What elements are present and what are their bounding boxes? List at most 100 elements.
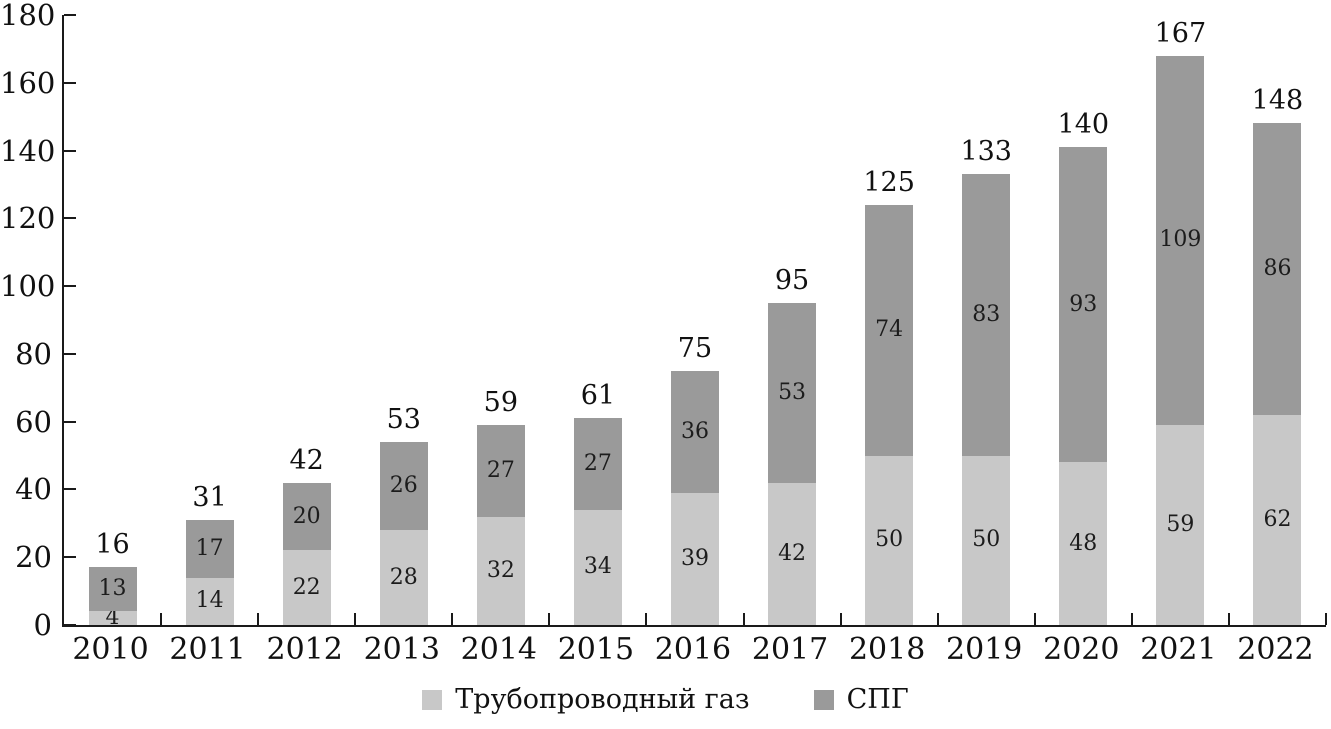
x-category-label: 2010 — [72, 632, 149, 667]
bar-segment-lng: 36 — [671, 370, 719, 493]
y-tick-label: 40 — [15, 472, 52, 507]
bar-total-label: 53 — [386, 404, 421, 435]
y-tick-mark — [64, 352, 76, 355]
bar-total-label: 148 — [1251, 85, 1304, 117]
segment-value-label: 83 — [972, 301, 1001, 327]
bar-segment-lng: 53 — [768, 303, 817, 483]
segment-value-label: 17 — [195, 535, 224, 561]
bar-total-label: 59 — [483, 387, 518, 419]
bar-segment-pipeline-gas: 48 — [1059, 462, 1108, 625]
bar-segment-lng: 13 — [88, 567, 137, 612]
y-tick-label: 20 — [15, 540, 52, 575]
y-tick-mark — [64, 149, 76, 152]
x-tick-mark — [1325, 613, 1327, 625]
bar-total-label: 95 — [774, 265, 810, 297]
legend-item-lng: СПГ — [813, 684, 909, 715]
legend-item-pipeline-gas: Трубопроводный газ — [422, 684, 750, 715]
segment-value-label: 53 — [778, 379, 807, 405]
x-category-label: 2022 — [1237, 632, 1314, 667]
segment-value-label: 4 — [105, 605, 120, 631]
bar-segment-pipeline-gas: 34 — [573, 509, 622, 625]
segment-value-label: 42 — [778, 540, 807, 566]
x-tick-mark — [936, 613, 939, 625]
segment-value-label: 14 — [195, 588, 224, 614]
bar-total-label: 61 — [580, 380, 616, 412]
x-category-label: 2015 — [557, 632, 635, 667]
bar-segment-pipeline-gas: 28 — [379, 530, 428, 625]
bar-segment-pipeline-gas: 32 — [476, 516, 525, 625]
segment-value-label: 20 — [292, 503, 321, 529]
segment-value-label: 27 — [486, 457, 515, 483]
y-tick-label: 160 — [0, 65, 56, 100]
bar-total-label: 31 — [192, 481, 227, 513]
bar-segment-lng: 27 — [573, 418, 622, 510]
legend-swatch-pipeline-gas — [422, 689, 443, 710]
x-category-label: 2016 — [654, 632, 732, 667]
bar-total-label: 125 — [863, 166, 915, 198]
segment-value-label: 27 — [583, 451, 612, 477]
x-tick-mark — [1130, 613, 1133, 625]
segment-value-label: 28 — [389, 564, 418, 590]
bar-segment-pipeline-gas: 4 — [88, 607, 137, 629]
segment-value-label: 26 — [389, 473, 418, 499]
x-tick-mark — [160, 613, 163, 625]
bar-segment-pipeline-gas: 59 — [1156, 425, 1205, 625]
x-tick-mark — [354, 613, 357, 625]
bar-segment-lng: 20 — [282, 482, 331, 551]
bar-segment-pipeline-gas: 39 — [671, 492, 719, 625]
bar-segment-lng: 93 — [1059, 147, 1108, 463]
y-tick-mark — [64, 420, 76, 423]
bar-segment-pipeline-gas: 22 — [282, 550, 331, 625]
y-tick-mark — [64, 81, 76, 84]
y-tick-mark — [64, 488, 76, 491]
y-tick-label: 0 — [33, 608, 52, 642]
segment-value-label: 13 — [98, 576, 127, 602]
x-tick-mark — [257, 613, 260, 625]
x-category-label: 2012 — [266, 632, 343, 667]
x-category-label: 2011 — [169, 632, 246, 667]
y-tick-mark — [64, 556, 76, 559]
chart-legend: Трубопроводный газ СПГ — [0, 684, 1331, 715]
bar-segment-lng: 17 — [185, 519, 234, 578]
x-category-label: 2014 — [460, 632, 537, 667]
segment-value-label: 93 — [1069, 291, 1098, 317]
y-tick-mark — [64, 624, 76, 626]
bar-segment-pipeline-gas: 50 — [865, 455, 914, 625]
segment-value-label: 50 — [875, 527, 904, 553]
x-tick-mark — [1227, 613, 1230, 625]
bar-total-label: 42 — [289, 444, 324, 476]
bar-segment-lng: 74 — [865, 204, 914, 456]
plot-area: 4 13 16 14 17 31 22 20 42 28 26 53 32 27 59 34 27 61 39 36 7… — [62, 14, 1327, 629]
y-tick-label: 80 — [15, 336, 52, 371]
y-tick-label: 120 — [0, 201, 56, 236]
segment-value-label: 48 — [1069, 530, 1098, 556]
y-tick-mark — [64, 217, 76, 220]
segment-value-label: 86 — [1263, 256, 1292, 282]
bar-segment-lng: 27 — [476, 425, 525, 517]
legend-label-pipeline-gas: Трубопроводный газ — [455, 684, 750, 715]
x-tick-mark — [451, 613, 454, 625]
segment-value-label: 59 — [1166, 512, 1195, 538]
bar-segment-pipeline-gas: 62 — [1253, 414, 1302, 625]
bar-total-label: 133 — [960, 136, 1012, 168]
legend-swatch-lng — [813, 689, 834, 710]
segment-value-label: 50 — [972, 527, 1001, 553]
y-tick-label: 100 — [0, 269, 56, 304]
bar-total-label: 140 — [1057, 109, 1110, 141]
bar-segment-lng: 83 — [962, 174, 1011, 456]
bar-total-label: 167 — [1154, 17, 1207, 49]
bar-segment-lng: 26 — [379, 442, 428, 531]
legend-label-lng: СПГ — [846, 684, 909, 715]
bar-segment-pipeline-gas: 42 — [768, 482, 817, 625]
x-tick-mark — [548, 613, 551, 625]
segment-value-label: 109 — [1159, 227, 1202, 253]
bar-total-label: 75 — [677, 332, 713, 364]
x-category-label: 2021 — [1140, 632, 1217, 667]
y-tick-mark — [64, 285, 76, 288]
x-tick-mark — [839, 613, 842, 625]
segment-value-label: 22 — [292, 574, 321, 600]
segment-value-label: 74 — [875, 317, 904, 343]
x-tick-mark — [645, 613, 648, 625]
bar-segment-pipeline-gas: 50 — [962, 455, 1011, 625]
y-tick-mark — [64, 14, 76, 16]
